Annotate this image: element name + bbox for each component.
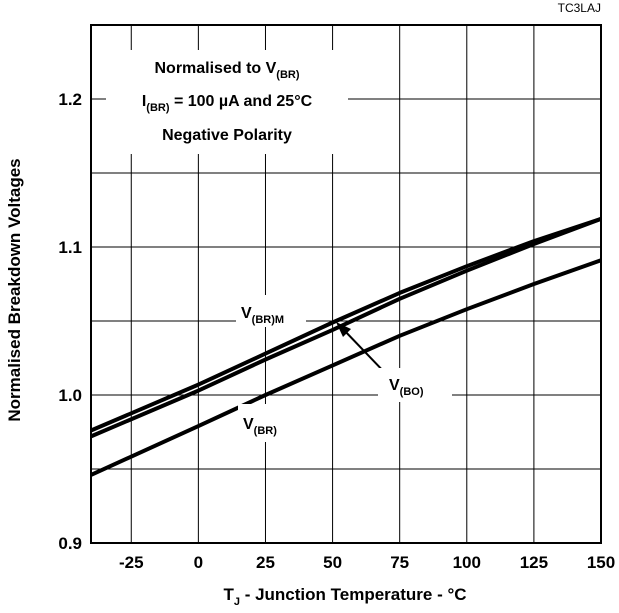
x-tick-label: 125: [520, 553, 548, 572]
x-axis-title: TJ - Junction Temperature - °C: [223, 585, 466, 608]
series-label-vbrm-sub: (BR)M: [252, 314, 284, 326]
annotation-line-1: Normalised to V(BR): [154, 60, 299, 81]
x-axis-title-sub: J: [234, 596, 240, 608]
series-label-vbr-text: V(BR): [243, 416, 277, 437]
annotation-line-2-main: I: [142, 93, 146, 110]
series-label-vbo-main: V: [389, 377, 400, 394]
annotation-line-1-sub: (BR): [276, 69, 300, 81]
figure-code: TC3LAJ: [558, 1, 601, 15]
annotation-line-3-main: Negative Polarity: [162, 127, 292, 144]
x-tick-label: 25: [256, 553, 275, 572]
x-tick-label: 150: [587, 553, 615, 572]
x-axis-title-rest: - Junction Temperature - °C: [240, 585, 467, 604]
series-label-vbo-sub: (BO): [400, 386, 424, 398]
x-tick-label: -25: [119, 553, 144, 572]
series-line-vbr: [90, 258, 602, 477]
annotation-line-2-sub: (BR): [146, 102, 170, 114]
y-tick-label: 1.1: [58, 238, 82, 257]
arrow-head-icon: [336, 322, 351, 337]
series-label-vbo-background: [378, 368, 452, 402]
series-label-vbrm-background: [236, 295, 306, 327]
annotation-line-2: I(BR) = 100 µA and 25°C: [142, 93, 313, 114]
x-tick-label: 75: [390, 553, 409, 572]
series-label-vbr-background: [238, 404, 292, 442]
series-label-vbr: V(BR): [238, 404, 292, 442]
series-label-vbo-text: V(BO): [389, 377, 424, 398]
annotation-background: [106, 50, 348, 154]
y-tick-label: 1.0: [58, 386, 82, 405]
series-label-vbrm: V(BR)M: [236, 295, 306, 327]
plot-frame: [90, 24, 602, 544]
annotation-line-1-main: Normalised to V: [154, 60, 276, 77]
series-label-vbr-sub: (BR): [254, 425, 278, 437]
series-label-vbrm-main: V: [241, 305, 252, 322]
x-tick-label: 0: [194, 553, 203, 572]
series-line-vbo: [90, 217, 602, 439]
y-axis-ticks: 0.9 1.0 1.1 1.2: [58, 90, 82, 553]
data-lines: [90, 217, 602, 477]
series-label-vbrm-text: V(BR)M: [241, 305, 284, 326]
y-tick-label: 0.9: [58, 534, 82, 553]
series-label-vbo: V(BO): [336, 322, 452, 402]
annotation-box: Normalised to V(BR) I(BR) = 100 µA and 2…: [106, 50, 348, 154]
series-line-vbrm: [90, 217, 602, 433]
annotation-line-2-rest: = 100 µA and 25°C: [170, 93, 313, 110]
x-axis-title-main: T: [223, 585, 234, 604]
y-axis-title: Normalised Breakdown Voltages: [5, 158, 24, 421]
series-label-vbr-main: V: [243, 416, 254, 433]
x-tick-label: 100: [453, 553, 481, 572]
annotation-line-3: Negative Polarity: [162, 127, 292, 144]
y-tick-label: 1.2: [58, 90, 82, 109]
x-axis-ticks: -25 0 25 50 75 100 125 150: [119, 553, 615, 572]
x-tick-label: 50: [323, 553, 342, 572]
